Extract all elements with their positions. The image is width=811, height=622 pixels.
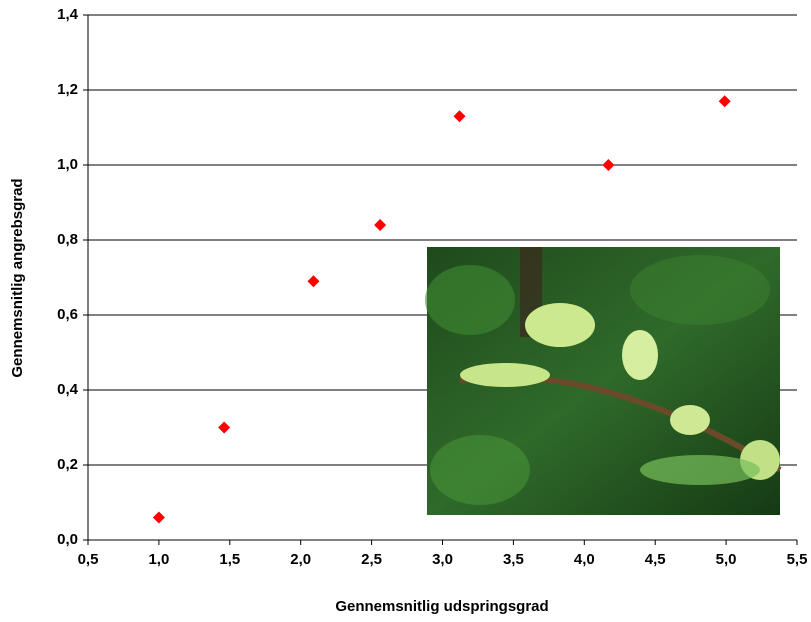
point (307, 275, 319, 287)
y-tick-label: 0,0 (57, 531, 78, 548)
x-tick-label: 2,0 (290, 551, 311, 568)
page: {"chart_data": {"type": "scatter", "x_la… (0, 0, 811, 622)
point (602, 159, 614, 171)
point (218, 422, 230, 434)
x-tick-label: 0,5 (78, 551, 99, 568)
point (374, 219, 386, 231)
x-tick-label: 4,0 (574, 551, 595, 568)
x-tick-label: 5,5 (787, 551, 808, 568)
y-tick-label: 0,8 (57, 231, 78, 248)
x-tick-label: 3,0 (432, 551, 453, 568)
y-tick-label: 0,6 (57, 306, 78, 323)
y-tick-label: 0,4 (57, 381, 79, 398)
x-axis-title: Gennemsnitlig udspringsgrad (335, 598, 548, 615)
x-tick-label: 4,5 (645, 551, 666, 568)
point (454, 110, 466, 122)
x-tick-label: 5,0 (716, 551, 737, 568)
photo (425, 247, 780, 515)
y-tick-label: 1,2 (57, 81, 78, 98)
x-tick-label: 3,5 (503, 551, 524, 568)
x-tick-label: 1,0 (148, 551, 169, 568)
y-tick-label: 0,2 (57, 456, 78, 473)
chart: Gennemsnitlig udspringsgrad Gennemsnitli… (0, 0, 811, 622)
point (719, 95, 731, 107)
x-tick-label: 1,5 (219, 551, 240, 568)
y-tick-label: 1,0 (57, 156, 78, 173)
y-tick-label: 1,4 (57, 6, 79, 23)
point (153, 512, 165, 524)
x-tick-label: 2,5 (361, 551, 382, 568)
y-axis-title: Gennemsnitlig angrebsgrad (9, 178, 26, 377)
